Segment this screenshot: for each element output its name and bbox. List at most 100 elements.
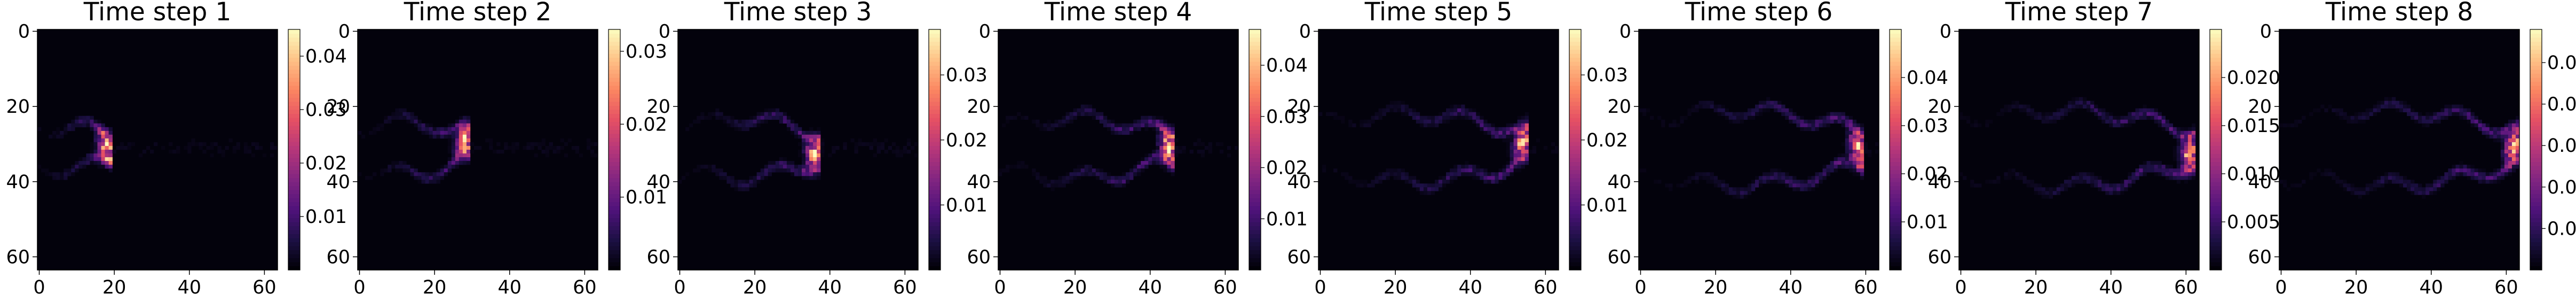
colorbar-tick-label: 0.01 xyxy=(1907,212,1948,233)
y-tick-label: 0 xyxy=(18,21,30,43)
y-tick-label: 20 xyxy=(1287,96,1311,118)
x-tick-label: 60 xyxy=(573,277,597,298)
heatmap-image xyxy=(678,29,919,270)
axes-frame xyxy=(998,29,1239,271)
colorbar-tick-label: 0.01 xyxy=(305,206,347,228)
x-tick-label: 0 xyxy=(994,277,1006,298)
axes-frame xyxy=(1958,29,2200,271)
panel-6: Time step 60 20 40 6002040600.010.020.030.0… xyxy=(1607,0,1948,298)
colorbar-tick-label: 0.04 xyxy=(305,46,347,67)
x-tick-label: 60 xyxy=(252,277,276,298)
x-tick-label: 0 xyxy=(353,277,365,298)
colorbar-tick-label: 0.03 xyxy=(946,65,987,86)
y-tick-label: 40 xyxy=(1607,172,1631,193)
axes-frame xyxy=(2279,29,2520,271)
x-tick-label: 40 xyxy=(497,277,521,298)
y-tick-label: 20 xyxy=(1927,96,1951,118)
colorbar-tick-label: 0.020 xyxy=(2227,67,2280,89)
colorbar-tick-label: 0.03 xyxy=(1266,106,1308,128)
y-tick-label: 0 xyxy=(1299,21,1311,43)
panel-title: Time step 8 xyxy=(2325,0,2473,27)
axes-frame xyxy=(1318,29,1559,271)
colorbar-tick-label: 0.01 xyxy=(2547,218,2576,240)
y-tick-label: 60 xyxy=(1287,246,1311,268)
y-tick-label: 20 xyxy=(6,96,30,118)
y-tick-label: 20 xyxy=(646,96,670,118)
x-tick-label: 60 xyxy=(1213,277,1237,298)
heatmap-image xyxy=(1318,29,1559,270)
x-tick-label: 60 xyxy=(893,277,917,298)
y-tick-label: 60 xyxy=(646,246,670,268)
x-tick-label: 20 xyxy=(743,277,767,298)
panel-4: Time step 40 20 40 6002040600.010.020.030.0… xyxy=(967,0,1307,298)
panel-title: Time step 1 xyxy=(83,0,231,27)
colorbar: 0.01 0.02 0.03 xyxy=(928,29,987,271)
panel-title: Time step 7 xyxy=(2005,0,2153,27)
colorbar: 0.01 0.02 0.03 0.04 xyxy=(1889,29,1948,271)
x-tick-label: 40 xyxy=(2099,277,2123,298)
y-tick-label: 40 xyxy=(326,172,350,193)
y-tick-label: 40 xyxy=(1927,172,1951,193)
y-tick-label: 40 xyxy=(1287,172,1311,193)
colorbar-tick-label: 0.01 xyxy=(1266,209,1308,230)
x-tick-label: 40 xyxy=(1779,277,1803,298)
x-tick-label: 20 xyxy=(423,277,447,298)
panel-title: Time step 3 xyxy=(724,0,872,27)
colorbar-tick-label: 0.03 xyxy=(305,99,347,121)
colorbar: 0.01 0.02 0.03 xyxy=(1569,29,1628,271)
colorbar-tick-label: 0.05 xyxy=(2547,52,2576,74)
colorbar-tick-label: 0.02 xyxy=(946,130,987,151)
x-tick-label: 40 xyxy=(2419,277,2443,298)
axes-frame xyxy=(677,29,919,271)
colorbar-tick-label: 0.03 xyxy=(1907,115,1948,137)
x-tick-label: 40 xyxy=(177,277,201,298)
colorbar-tick-label: 0.01 xyxy=(626,187,667,209)
y-tick-label: 40 xyxy=(646,172,670,193)
x-tick-label: 60 xyxy=(2494,277,2518,298)
colorbar: 0.01 0.02 0.03 0.04 0.05 xyxy=(2530,29,2576,271)
colorbar-tick-label: 0.01 xyxy=(946,195,987,216)
y-tick-label: 20 xyxy=(1607,96,1631,118)
x-tick-label: 0 xyxy=(33,277,45,298)
x-tick-label: 0 xyxy=(2275,277,2287,298)
x-tick-label: 20 xyxy=(1063,277,1087,298)
y-tick-label: 0 xyxy=(979,21,991,43)
colorbar-tick-label: 0.03 xyxy=(626,41,667,63)
x-tick-label: 60 xyxy=(2174,277,2198,298)
panel-title: Time step 5 xyxy=(1364,0,1512,27)
y-tick-label: 0 xyxy=(2260,21,2272,43)
colorbar-tick-label: 0.03 xyxy=(1586,65,1628,86)
colorbar-tick-label: 0.01 xyxy=(1586,195,1628,216)
axes-frame xyxy=(37,29,278,271)
x-tick-label: 20 xyxy=(2344,277,2368,298)
y-tick-label: 60 xyxy=(1927,246,1951,268)
colorbar-tick-label: 0.02 xyxy=(1266,158,1308,179)
y-tick-label: 60 xyxy=(2248,246,2272,268)
colorbar: 0.01 0.02 0.03 xyxy=(608,29,667,271)
colorbar-tick-label: 0.02 xyxy=(1586,130,1628,151)
colorbar: 0.01 0.02 0.03 0.04 xyxy=(288,29,347,271)
panel-1: Time step 10 20 40 6002040600.010.020.030.0… xyxy=(6,0,346,298)
heatmap-image xyxy=(1639,29,1879,270)
y-tick-label: 60 xyxy=(967,246,991,268)
y-tick-label: 0 xyxy=(1619,21,1631,43)
x-tick-label: 20 xyxy=(102,277,127,298)
y-tick-label: 60 xyxy=(6,246,30,268)
x-tick-label: 40 xyxy=(1138,277,1162,298)
y-tick-label: 20 xyxy=(326,96,350,118)
panel-8: Time step 8020406002040600.010.020.030.0… xyxy=(2248,0,2576,298)
x-tick-label: 60 xyxy=(1854,277,1878,298)
colorbar-tick-label: 0.010 xyxy=(2227,164,2280,185)
heatmap-image xyxy=(358,29,598,270)
y-tick-label: 0 xyxy=(338,21,350,43)
heatmap-image xyxy=(37,29,278,270)
panel-title: Time step 4 xyxy=(1044,0,1192,27)
colorbar-tick-label: 0.005 xyxy=(2227,212,2280,233)
x-tick-label: 40 xyxy=(818,277,842,298)
y-tick-label: 40 xyxy=(2248,172,2272,193)
y-tick-label: 0 xyxy=(659,21,670,43)
colorbar-tick-label: 0.015 xyxy=(2227,115,2280,137)
